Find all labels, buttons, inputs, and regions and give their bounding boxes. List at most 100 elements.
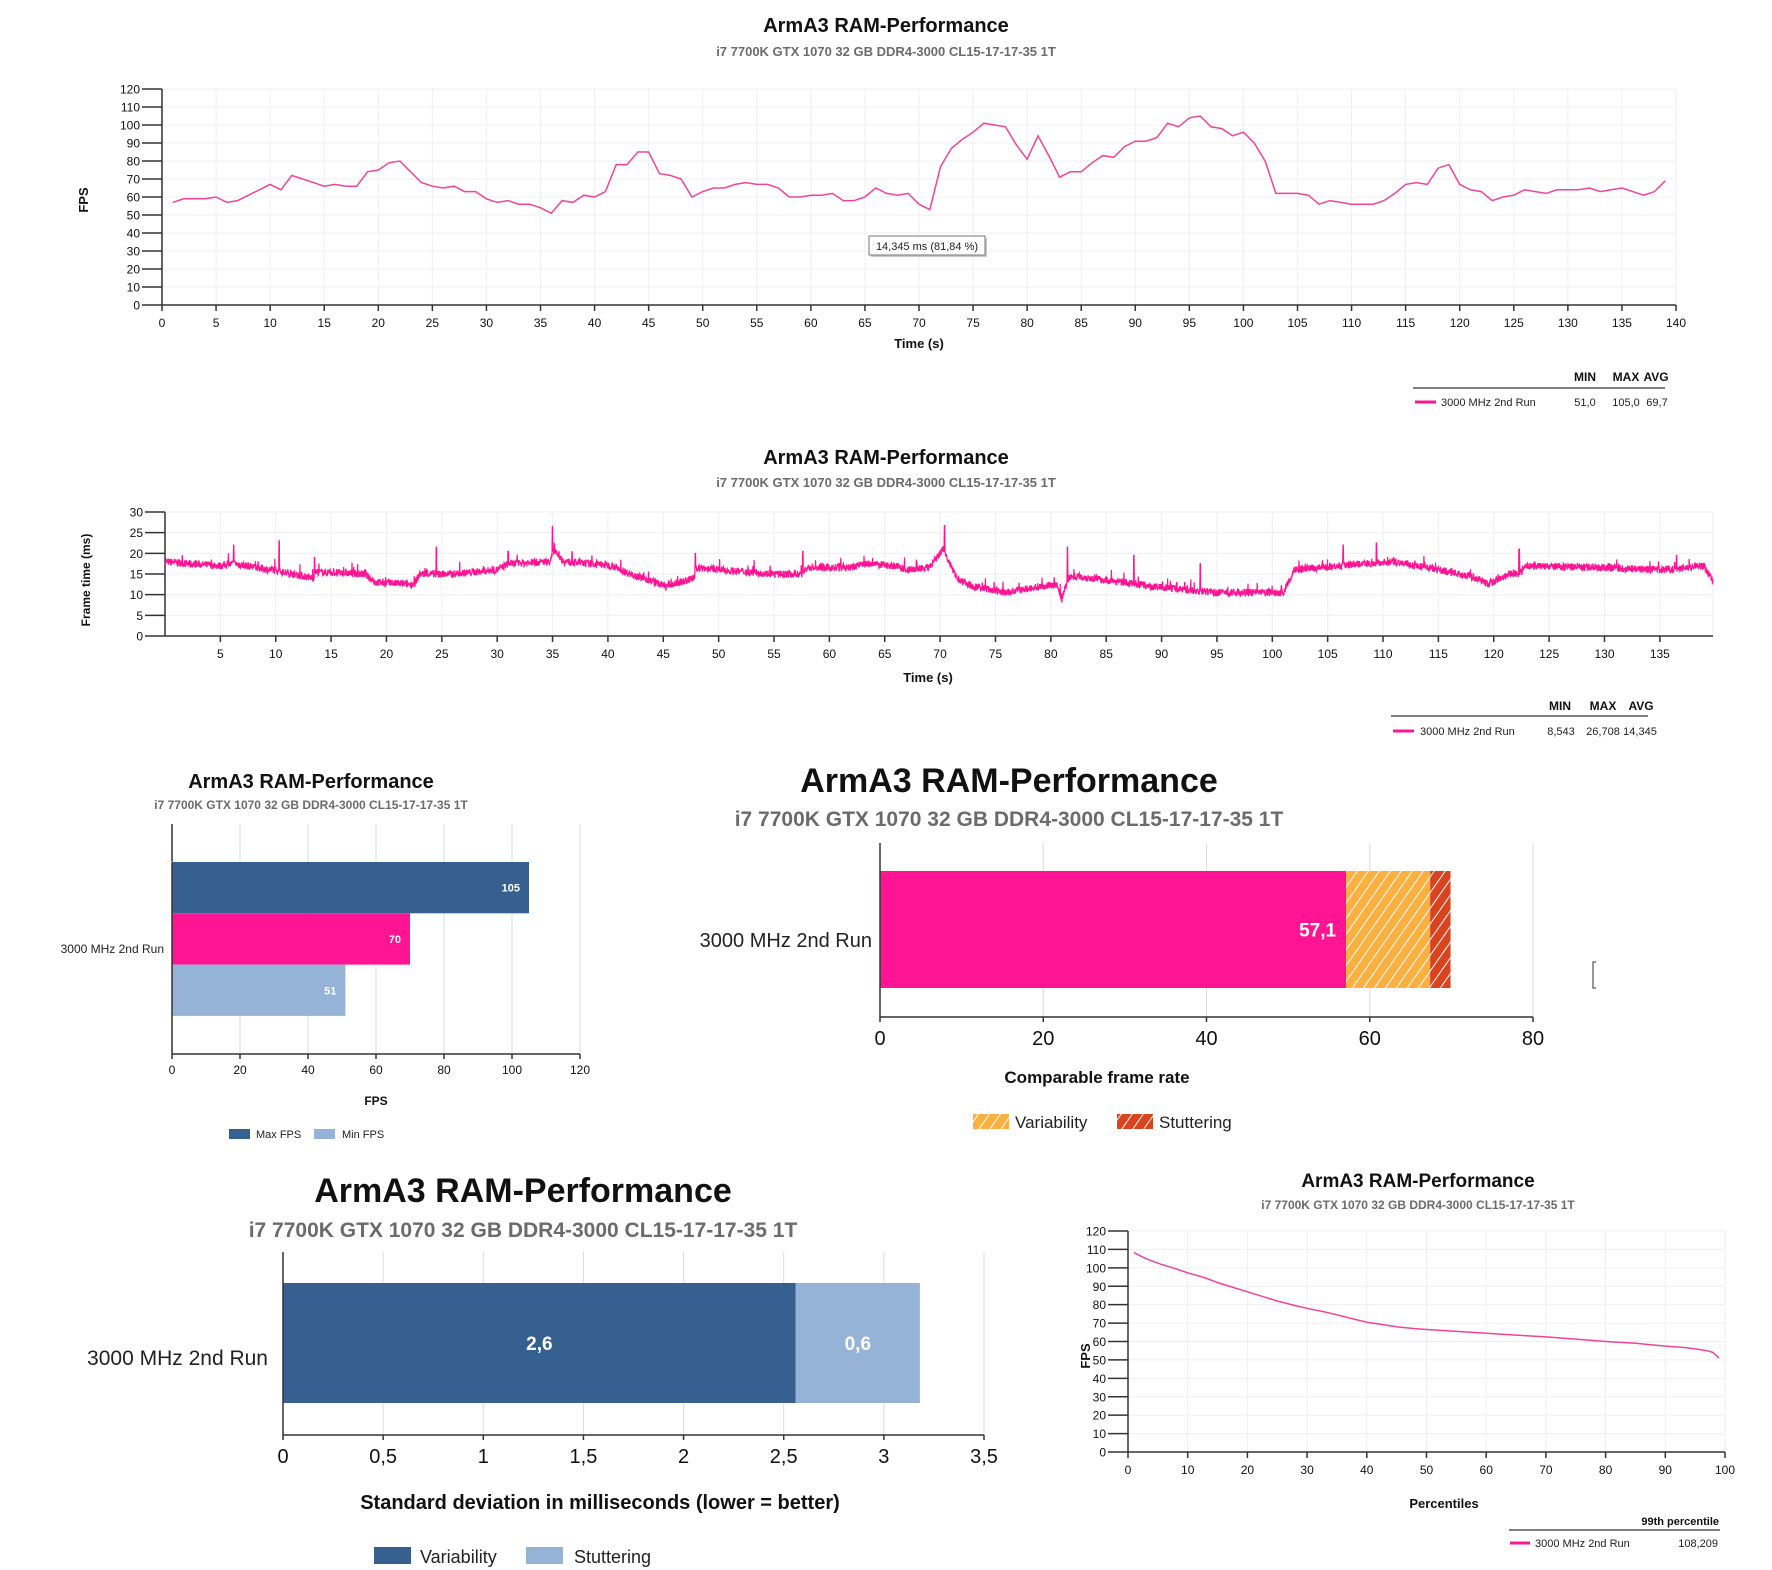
bar-avg-fps — [172, 913, 410, 965]
x-tick-label: 80 — [1599, 1463, 1613, 1477]
legend-label-max-fps: Max FPS — [256, 1129, 301, 1141]
bar-value-label: 51 — [324, 985, 336, 997]
y-tick-label: 10 — [1093, 1427, 1107, 1441]
legend-avg-value: 69,7 — [1646, 397, 1667, 409]
y-tick-label: 25 — [130, 526, 144, 540]
x-tick-label: 50 — [696, 316, 710, 330]
x-tick-label: 5 — [213, 316, 220, 330]
legend-header-min: MIN — [1549, 699, 1571, 713]
x-tick-label: 60 — [1480, 1463, 1494, 1477]
bracket-marker — [1592, 961, 1596, 989]
x-tick-label: 120 — [1450, 316, 1470, 330]
chart-title: ArmA3 RAM-Performance — [763, 15, 1009, 37]
x-tick-label: 65 — [858, 316, 872, 330]
legend-header-max: MAX — [1590, 699, 1617, 713]
y-tick-label: 70 — [1093, 1317, 1107, 1331]
legend-min-value: 51,0 — [1574, 397, 1595, 409]
y-axis-label: FPS — [1078, 1343, 1093, 1369]
x-tick-label: 80 — [1044, 647, 1058, 661]
chart-title: ArmA3 RAM-Performance — [763, 447, 1009, 469]
bar-value-label: 0,6 — [845, 1334, 871, 1355]
tooltip: 14,345 ms (81,84 %) — [868, 235, 987, 257]
y-tick-label: 60 — [127, 191, 141, 205]
legend-label-variability: Variability — [420, 1547, 497, 1567]
x-tick-label: 135 — [1650, 647, 1670, 661]
x-tick-label: 1 — [478, 1446, 489, 1468]
x-tick-label: 10 — [269, 647, 283, 661]
x-tick-label: 120 — [1484, 647, 1504, 661]
legend-label-stuttering: Stuttering — [574, 1547, 651, 1567]
legend-avg-value: 14,345 — [1623, 726, 1657, 738]
x-tick-label: 60 — [823, 647, 837, 661]
x-tick-label: 10 — [263, 316, 277, 330]
x-tick-label: 95 — [1183, 316, 1197, 330]
category-label: 3000 MHz 2nd Run — [700, 930, 872, 952]
y-tick-label: 30 — [127, 245, 141, 259]
y-tick-label: 60 — [1093, 1335, 1107, 1349]
legend-series-name: 3000 MHz 2nd Run — [1441, 397, 1536, 409]
bar-value-label: 70 — [389, 934, 401, 946]
x-tick-label: 5 — [217, 647, 224, 661]
x-tick-label: 55 — [767, 647, 781, 661]
x-tick-label: 35 — [534, 316, 548, 330]
x-tick-label: 40 — [601, 647, 615, 661]
x-tick-label: 35 — [546, 647, 560, 661]
legend: Variability Stuttering — [973, 1113, 1232, 1132]
x-tick-label: 0 — [1125, 1463, 1132, 1477]
legend: MIN MAX AVG 3000 MHz 2nd Run 51,0 105,0 … — [1413, 370, 1669, 409]
bar-value-label: 105 — [502, 883, 520, 895]
y-tick-label: 70 — [127, 173, 141, 187]
legend: MIN MAX AVG 3000 MHz 2nd Run 8,543 26,70… — [1391, 699, 1657, 738]
x-tick-label: 100 — [1715, 1463, 1735, 1477]
x-tick-label: 30 — [491, 647, 505, 661]
y-tick-label: 100 — [120, 119, 140, 133]
legend-label-stuttering: Stuttering — [1159, 1113, 1232, 1132]
x-tick-label: 110 — [1342, 316, 1361, 330]
x-tick-label: 50 — [712, 647, 726, 661]
y-tick-label: 120 — [120, 83, 140, 97]
chart-subtitle: i7 7700K GTX 1070 32 GB DDR4-3000 CL15-1… — [154, 798, 468, 812]
x-tick-label: 105 — [1318, 647, 1338, 661]
x-tick-label: 25 — [426, 316, 440, 330]
legend-header-avg: AVG — [1643, 370, 1668, 384]
bar-segment-variability — [1346, 871, 1431, 988]
x-tick-label: 130 — [1594, 647, 1614, 661]
x-tick-label: 60 — [1359, 1028, 1381, 1050]
x-tick-label: 50 — [1420, 1463, 1434, 1477]
legend-swatch-max-fps — [229, 1129, 250, 1139]
x-tick-label: 95 — [1210, 647, 1224, 661]
x-tick-label: 135 — [1612, 316, 1632, 330]
chart-subtitle: i7 7700K GTX 1070 32 GB DDR4-3000 CL15-1… — [716, 475, 1056, 490]
y-axis-label: Frame time (ms) — [79, 534, 93, 627]
legend-99th-value: 108,209 — [1678, 1538, 1718, 1550]
y-tick-label: 10 — [127, 281, 141, 295]
x-tick-label: 40 — [301, 1063, 315, 1077]
legend: Variability — [374, 1547, 497, 1567]
x-tick-label: 85 — [1075, 316, 1089, 330]
x-tick-label: 15 — [324, 647, 338, 661]
y-tick-label: 80 — [127, 155, 141, 169]
y-tick-label: 20 — [130, 547, 144, 561]
x-tick-label: 120 — [570, 1063, 590, 1077]
legend-header-avg: AVG — [1628, 699, 1653, 713]
x-tick-label: 20 — [380, 647, 394, 661]
x-tick-label: 80 — [437, 1063, 451, 1077]
legend: Stuttering — [526, 1547, 651, 1567]
series-line-3000mhz-2nd-run — [172, 115, 1666, 215]
x-tick-label: 125 — [1504, 316, 1524, 330]
legend: Max FPS Min FPS — [229, 1129, 384, 1141]
legend-swatch-min-fps — [314, 1129, 335, 1139]
x-tick-label: 0 — [159, 316, 166, 330]
x-tick-label: 70 — [933, 647, 947, 661]
y-tick-label: 80 — [1093, 1298, 1107, 1312]
y-tick-label: 0 — [1099, 1446, 1106, 1460]
chart-fps-summary-bars: ArmA3 RAM-Performance i7 7700K GTX 1070 … — [61, 771, 591, 1141]
legend-swatch-stuttering — [526, 1547, 563, 1564]
x-axis-label: FPS — [364, 1094, 387, 1108]
series-line-3000mhz-2nd-run — [1133, 1252, 1720, 1359]
bar-segment-comparable-frame-rate — [880, 871, 1347, 988]
x-tick-label: 15 — [318, 316, 332, 330]
x-axis-label: Time (s) — [903, 670, 953, 685]
legend-series-name: 3000 MHz 2nd Run — [1535, 1538, 1630, 1550]
x-tick-label: 55 — [750, 316, 764, 330]
